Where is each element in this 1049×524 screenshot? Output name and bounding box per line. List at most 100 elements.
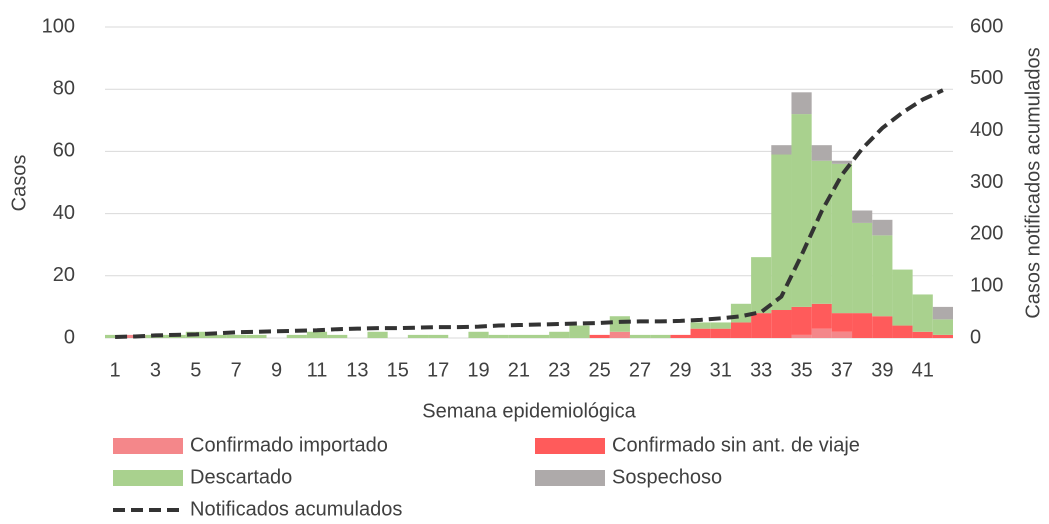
x-tick-label: 27 [629,359,651,381]
y-tick-label: 40 [53,202,75,224]
bar-segment [286,334,307,338]
x-tick-label: 39 [871,359,893,381]
bar-segment [771,310,792,338]
bar-segment [690,322,711,329]
legend-swatch [535,438,605,454]
bar-segment [791,114,812,307]
bar-segment [710,322,731,329]
y-axis-title: Casos [8,155,30,212]
bar-segment [831,331,853,338]
bar-segment [831,160,853,164]
bar-segment [710,328,731,338]
bar-segment [690,328,711,338]
bar-segment [629,334,651,338]
x-tick-label: 3 [150,359,161,381]
y2-tick-label: 200 [970,223,1003,245]
bar-segment [488,334,509,338]
bar-segment [468,331,489,338]
bar-segment [549,331,570,338]
bar-segment [306,331,328,338]
bar-segment [811,145,832,161]
bar-segment [872,235,893,317]
bar-segment [569,325,590,338]
bar-segment [892,269,913,326]
bar-segment [751,313,772,338]
x-tick-label: 25 [589,359,611,381]
bar-segment [852,222,873,314]
bar-segment [811,328,832,338]
x-tick-label: 11 [307,359,328,381]
bar-segment [771,145,792,155]
bar-segment [831,313,853,332]
legend-label: Descartado [190,466,292,488]
bar-segment [327,334,348,338]
x-tick-label: 35 [790,359,812,381]
legend-label: Confirmado sin ant. de viaje [612,434,860,456]
x-tick-label: 5 [190,359,201,381]
x-tick-label: 23 [548,359,570,381]
bar-segment [367,331,388,338]
bar-segment [730,322,752,338]
legend-swatch [535,470,605,486]
x-tick-label: 31 [710,359,732,381]
y2-axis-title: Casos notificados acumulados [1022,47,1044,318]
y2-tick-label: 600 [970,15,1003,37]
bar-segment [892,325,913,338]
bar-segment [205,334,227,338]
bar-segment [932,319,953,335]
bar-segment [407,334,429,338]
bar-segment [872,219,893,236]
x-tick-label: 21 [508,359,530,381]
x-tick-label: 15 [387,359,409,381]
y-tick-label: 80 [53,77,75,99]
bar-segment [226,334,247,338]
bar-segment [932,306,953,320]
bar-segment [589,334,610,338]
bar-segment [811,160,832,304]
bar-segment [246,334,267,338]
y2-tick-label: 300 [970,171,1003,193]
line-series [115,88,944,339]
bar-segment [872,316,893,338]
legend-swatch [113,438,183,454]
x-tick-label: 19 [467,359,489,381]
x-tick-label: 9 [271,359,282,381]
y-tick-label: 0 [64,326,75,348]
bar-segment [650,334,671,338]
y2-tick-label: 100 [970,274,1003,296]
x-tick-label: 1 [110,359,121,381]
bar-segment [771,154,792,311]
bar-segment [508,334,529,338]
bar-segment [428,334,449,338]
bar-segment [912,331,933,338]
bar-segment [670,334,691,338]
legend-label: Confirmado importado [190,434,388,456]
bar-segment [831,163,853,314]
bar-segment [912,294,933,332]
y2-tick-label: 500 [970,67,1003,89]
x-tick-label: 17 [427,359,449,381]
bar-segment [852,210,873,223]
y2-tick-label: 0 [970,326,981,348]
legend-swatch [113,470,183,486]
y-tick-label: 60 [53,140,75,162]
bar-segment [852,313,873,338]
bar-segment [609,331,630,338]
bar-segment [751,257,772,314]
y2-tick-label: 400 [970,119,1003,141]
bar-segment [932,334,953,338]
x-tick-label: 37 [831,359,853,381]
x-tick-label: 7 [231,359,242,381]
x-tick-label: 29 [669,359,691,381]
x-axis-title: Semana epidemiológica [422,400,636,422]
x-tick-label: 13 [346,359,368,381]
bar-segment [791,306,812,335]
bar-segment [529,334,550,338]
bar-segment [811,303,832,329]
y-tick-label: 20 [53,264,75,286]
x-tick-label: 33 [750,359,772,381]
y-tick-label: 100 [42,15,75,37]
legend-label: Sospechoso [612,466,722,488]
